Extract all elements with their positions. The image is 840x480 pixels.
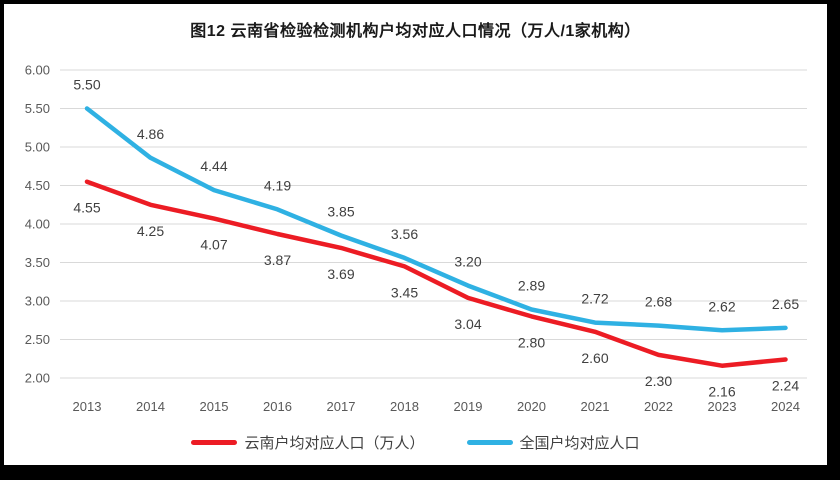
series-line-national: [84, 106, 788, 333]
x-axis-tick-label: 2013: [73, 399, 102, 414]
data-label-yunnan: 3.04: [454, 316, 481, 332]
data-label-yunnan: 4.55: [73, 200, 100, 216]
y-axis-tick-label: 6.00: [25, 63, 50, 78]
y-axis-tick-label: 4.00: [25, 217, 50, 232]
data-label-national: 4.86: [137, 126, 164, 142]
line-chart-plot-area: 2.00 2.50 3.00 3.50 4.00 4.50 5.00 5.50 6.00 2013…: [25, 63, 807, 414]
legend-item-yunnan: 云南户均对应人口（万人）: [191, 432, 425, 453]
y-axis-tick-label: 3.00: [25, 294, 50, 309]
x-axis-tick-label: 2021: [581, 399, 610, 414]
y-axis-tick-labels: 2.00 2.50 3.00 3.50 4.00 4.50 5.00 5.50 6.00: [25, 63, 50, 386]
data-label-national: 2.68: [645, 294, 672, 310]
x-axis-tick-label: 2014: [136, 399, 165, 414]
legend-label-yunnan: 云南户均对应人口（万人）: [244, 435, 425, 452]
data-label-national: 5.50: [73, 77, 100, 93]
x-axis-tick-labels: 2013 2014 2015 2016 2017 2018 2019 2020 2021 2022…: [73, 399, 800, 414]
data-label-national: 2.72: [581, 291, 608, 307]
x-axis-tick-label: 2018: [390, 399, 419, 414]
data-labels-yunnan: 4.55 4.25 4.07 3.87 3.69 3.45 3.04 2.80 2.60 2.30…: [73, 200, 799, 400]
legend-label-national: 全国户均对应人口: [519, 435, 640, 452]
y-axis-tick-label: 2.50: [25, 332, 50, 347]
data-label-national: 4.44: [200, 158, 227, 174]
national-series-swatch-icon: [466, 440, 513, 445]
yunnan-series-swatch-icon: [191, 440, 238, 445]
x-axis-tick-label: 2016: [263, 399, 292, 414]
data-label-yunnan: 2.30: [645, 373, 672, 389]
data-labels-national: 5.50 4.86 4.44 4.19 3.85 3.56 3.20 2.89 2.72 2.68…: [73, 77, 799, 315]
y-axis-tick-label: 2.00: [25, 371, 50, 386]
gridlines: [60, 69, 807, 379]
x-axis-tick-label: 2019: [454, 399, 483, 414]
x-axis-tick-label: 2024: [771, 399, 800, 414]
data-label-yunnan: 2.80: [518, 334, 545, 350]
x-axis-tick-label: 2022: [644, 399, 673, 414]
data-label-yunnan: 2.16: [708, 384, 735, 400]
data-label-national: 4.19: [264, 177, 291, 193]
x-axis-tick-label: 2015: [200, 399, 229, 414]
data-label-national: 3.56: [391, 226, 418, 242]
data-label-yunnan: 3.45: [391, 284, 418, 300]
x-axis-tick-label: 2023: [708, 399, 737, 414]
data-label-national: 3.85: [327, 204, 354, 220]
data-label-national: 2.89: [518, 278, 545, 294]
chart-canvas: 图12 云南省检验检测机构户均对应人口情况（万人/1家机构） 2.00 2.50 3…: [4, 4, 827, 465]
chart-legend: 云南户均对应人口（万人） 全国户均对应人口: [4, 432, 827, 453]
data-label-yunnan: 2.24: [772, 378, 799, 394]
chart-title: 图12 云南省检验检测机构户均对应人口情况（万人/1家机构）: [190, 23, 641, 40]
data-label-yunnan: 4.25: [137, 223, 164, 239]
data-label-national: 3.20: [454, 254, 481, 270]
data-label-national: 2.62: [708, 298, 735, 314]
data-label-yunnan: 3.87: [264, 252, 291, 268]
data-label-yunnan: 3.69: [327, 266, 354, 282]
x-axis-tick-label: 2017: [327, 399, 356, 414]
y-axis-tick-label: 3.50: [25, 255, 50, 270]
legend-item-national: 全国户均对应人口: [466, 432, 640, 453]
y-axis-tick-label: 5.50: [25, 101, 50, 116]
data-label-national: 2.65: [772, 296, 799, 312]
y-axis-tick-label: 5.00: [25, 140, 50, 155]
x-axis-tick-label: 2020: [517, 399, 546, 414]
series-line-yunnan: [84, 179, 788, 368]
data-label-yunnan: 2.60: [581, 350, 608, 366]
y-axis-tick-label: 4.50: [25, 178, 50, 193]
data-label-yunnan: 4.07: [200, 237, 227, 253]
